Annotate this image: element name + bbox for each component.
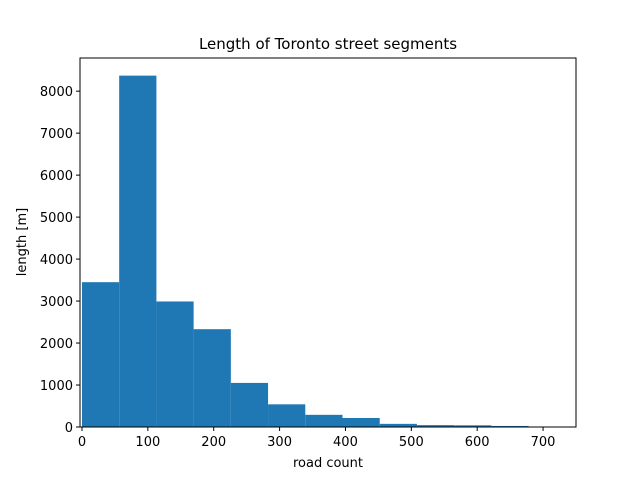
y-tick-label: 1000 xyxy=(40,379,73,394)
x-tick-label: 700 xyxy=(531,435,556,450)
y-tick-label: 7000 xyxy=(40,127,73,142)
x-tick-label: 200 xyxy=(201,435,226,450)
histogram-bar xyxy=(379,423,417,427)
histogram-bar xyxy=(156,301,194,427)
histogram-bar xyxy=(230,382,269,427)
y-axis-label: length [m] xyxy=(15,208,30,276)
bars-group xyxy=(81,75,566,427)
histogram-bar xyxy=(342,417,380,427)
y-tick-label: 5000 xyxy=(40,211,73,226)
y-tick-label: 6000 xyxy=(40,169,73,184)
histogram-bar xyxy=(491,425,529,427)
y-tick-label: 3000 xyxy=(40,295,73,310)
x-axis-ticks: 0 100 200 300 400 500 600 700 xyxy=(78,427,556,450)
x-tick-label: 0 xyxy=(78,435,86,450)
histogram-bar xyxy=(81,282,120,427)
y-tick-label: 2000 xyxy=(40,337,73,352)
y-tick-label: 4000 xyxy=(40,253,73,268)
x-axis-label: road count xyxy=(293,456,363,471)
histogram-bar xyxy=(268,404,306,427)
x-tick-label: 300 xyxy=(267,435,292,450)
x-tick-label: 600 xyxy=(465,435,490,450)
x-tick-label: 100 xyxy=(135,435,160,450)
plot-frame xyxy=(79,57,577,428)
histogram-bar xyxy=(193,329,231,427)
histogram-bar xyxy=(305,414,343,427)
histogram-bar xyxy=(119,75,157,427)
y-tick-label: 8000 xyxy=(40,85,73,100)
x-tick-label: 400 xyxy=(333,435,358,450)
histogram-bar xyxy=(454,425,492,427)
histogram-bar xyxy=(416,425,455,427)
y-axis-ticks: 0 1000 2000 3000 4000 5000 6000 7000 8000 xyxy=(40,85,80,436)
y-tick-label: 0 xyxy=(65,421,73,436)
chart-title: Length of Toronto street segments xyxy=(199,35,457,53)
x-tick-label: 500 xyxy=(399,435,424,450)
